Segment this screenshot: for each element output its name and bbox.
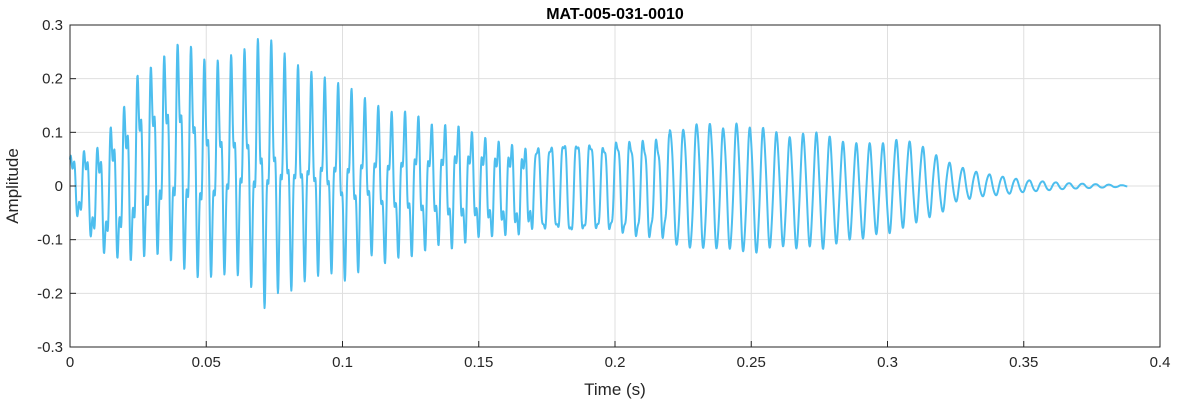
x-tick-label: 0.3	[877, 354, 898, 371]
x-tick-label: 0.1	[332, 354, 353, 371]
y-tick-label: 0.1	[42, 124, 63, 141]
x-tick-label: 0.4	[1150, 354, 1171, 371]
waveform-group	[69, 38, 1128, 310]
y-tick-label: 0.3	[42, 17, 63, 34]
x-tick-label: 0.35	[1009, 354, 1038, 371]
x-tick-label: 0.15	[464, 354, 493, 371]
y-axis-label: Amplitude	[3, 148, 22, 224]
x-axis-label: Time (s)	[584, 380, 646, 399]
y-tick-label: 0.2	[42, 71, 63, 88]
y-tick-label: -0.3	[37, 339, 63, 356]
series-line	[69, 38, 1128, 310]
y-tick-label: -0.2	[37, 285, 63, 302]
x-tick-label: 0	[66, 354, 74, 371]
y-tick-label: -0.1	[37, 232, 63, 249]
x-tick-label: 0.25	[737, 354, 766, 371]
x-tick-label: 0.2	[605, 354, 626, 371]
y-ticks: -0.3 -0.2 -0.1 0 0.1 0.2 0.3	[37, 17, 76, 356]
y-tick-label: 0	[55, 178, 63, 195]
x-tick-label: 0.05	[192, 354, 221, 371]
x-ticks: 0 0.05 0.1 0.15 0.2 0.25 0.3 0.35 0.4	[66, 341, 1171, 371]
chart-title: MAT-005-031-0010	[546, 6, 684, 23]
